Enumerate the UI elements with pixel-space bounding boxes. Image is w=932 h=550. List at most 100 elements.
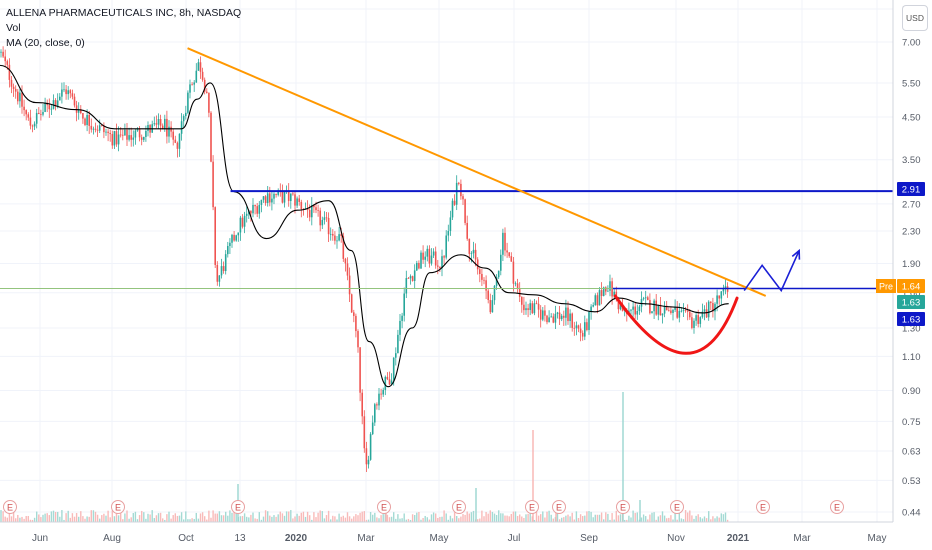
volume-bar [563,517,565,522]
candle-body [659,304,662,316]
candle-body [235,235,237,241]
volume-bar [636,512,638,522]
earnings-marker[interactable] [111,500,125,514]
volume-bar [281,513,284,522]
currency-button[interactable]: USD [902,5,928,31]
candle-body [682,310,685,312]
volume-bar [573,519,575,522]
candle-body [384,376,387,390]
candle-body [577,325,580,329]
candle-body [12,86,15,89]
candle-body [491,300,494,313]
candle-body [218,275,221,282]
volume-bar [332,515,334,522]
earnings-marker[interactable] [552,500,566,514]
candle-body [119,134,122,136]
earnings-marker[interactable] [3,500,17,514]
volume-bar [529,512,531,522]
candle-body [447,230,450,236]
candle-body [638,306,641,312]
chart-drawings [0,47,893,388]
volume-bar [477,519,479,522]
candle-body [558,312,561,320]
earnings-marker-label: E [235,503,241,513]
candle-body [724,286,727,289]
volume-bar [584,515,586,522]
volume-bar [27,515,29,522]
volume-bar [720,513,722,522]
candle-body [430,255,433,264]
candle-body [155,123,158,125]
volume-bar [334,516,336,522]
candle-body [159,118,162,126]
descending-trendline[interactable] [187,47,767,297]
candle-body [130,135,132,140]
projection-arrow[interactable] [743,250,800,293]
candle-body [126,129,128,140]
volume-bar [317,512,319,522]
volume-bar [250,514,252,522]
candle-body [527,308,529,311]
candle-body [567,307,569,322]
volume-bar [149,514,151,522]
volume-bar [136,519,139,522]
volume-bar [36,511,38,522]
volume-bar [38,514,40,522]
candle-body [214,207,216,265]
candle-body [586,322,588,330]
volume-bar [523,517,525,522]
candle-body [508,252,510,257]
earnings-marker[interactable] [756,500,770,514]
candle-body [644,297,647,299]
earnings-marker-label: E [760,503,766,513]
candle-body [342,235,345,259]
candle-body [340,234,342,236]
volume-bar [514,511,517,522]
volume-bar [535,511,538,522]
volume-bar [134,511,137,522]
candle-body [518,288,521,297]
volume-bar [502,513,504,522]
candle-body [495,277,498,286]
candle-body [569,313,571,322]
candle-body [136,128,139,131]
volume-bar [103,513,105,522]
candle-body [649,299,651,314]
candle-body [294,194,296,206]
y-tick-label: 5.50 [902,78,921,89]
pre-market-tag [876,279,896,293]
candle-body [254,204,256,207]
earnings-marker[interactable] [616,500,630,514]
volume-bar [424,515,426,522]
volume-bar [271,516,273,522]
volume-bar [292,518,294,522]
volume-bar [243,513,246,522]
earnings-marker[interactable] [377,500,391,514]
volume-bar [183,519,185,522]
volume-bar [21,516,23,522]
volume-bar [290,510,292,522]
volume-bar [624,519,626,522]
candle-body [693,320,695,328]
candle-body [178,133,181,149]
earnings-marker[interactable] [452,500,466,514]
earnings-marker[interactable] [670,500,684,514]
candle-body [21,92,23,107]
volume-bar [378,518,380,522]
y-tick-label: 2.70 [902,199,921,210]
volume-bar [33,517,36,522]
x-tick-label: 2020 [285,533,308,544]
volume-bar [716,516,718,522]
candle-body [705,309,708,318]
earnings-marker[interactable] [525,500,539,514]
earnings-marker[interactable] [830,500,844,514]
earnings-marker[interactable] [231,500,245,514]
volume-bar [124,513,126,522]
y-tick-label: 0.63 [902,447,921,458]
volume-bar [479,518,481,522]
candle-body [19,92,21,102]
candle-body [468,238,471,254]
cup-pattern-curve[interactable] [613,294,739,355]
candle-body [50,108,53,110]
